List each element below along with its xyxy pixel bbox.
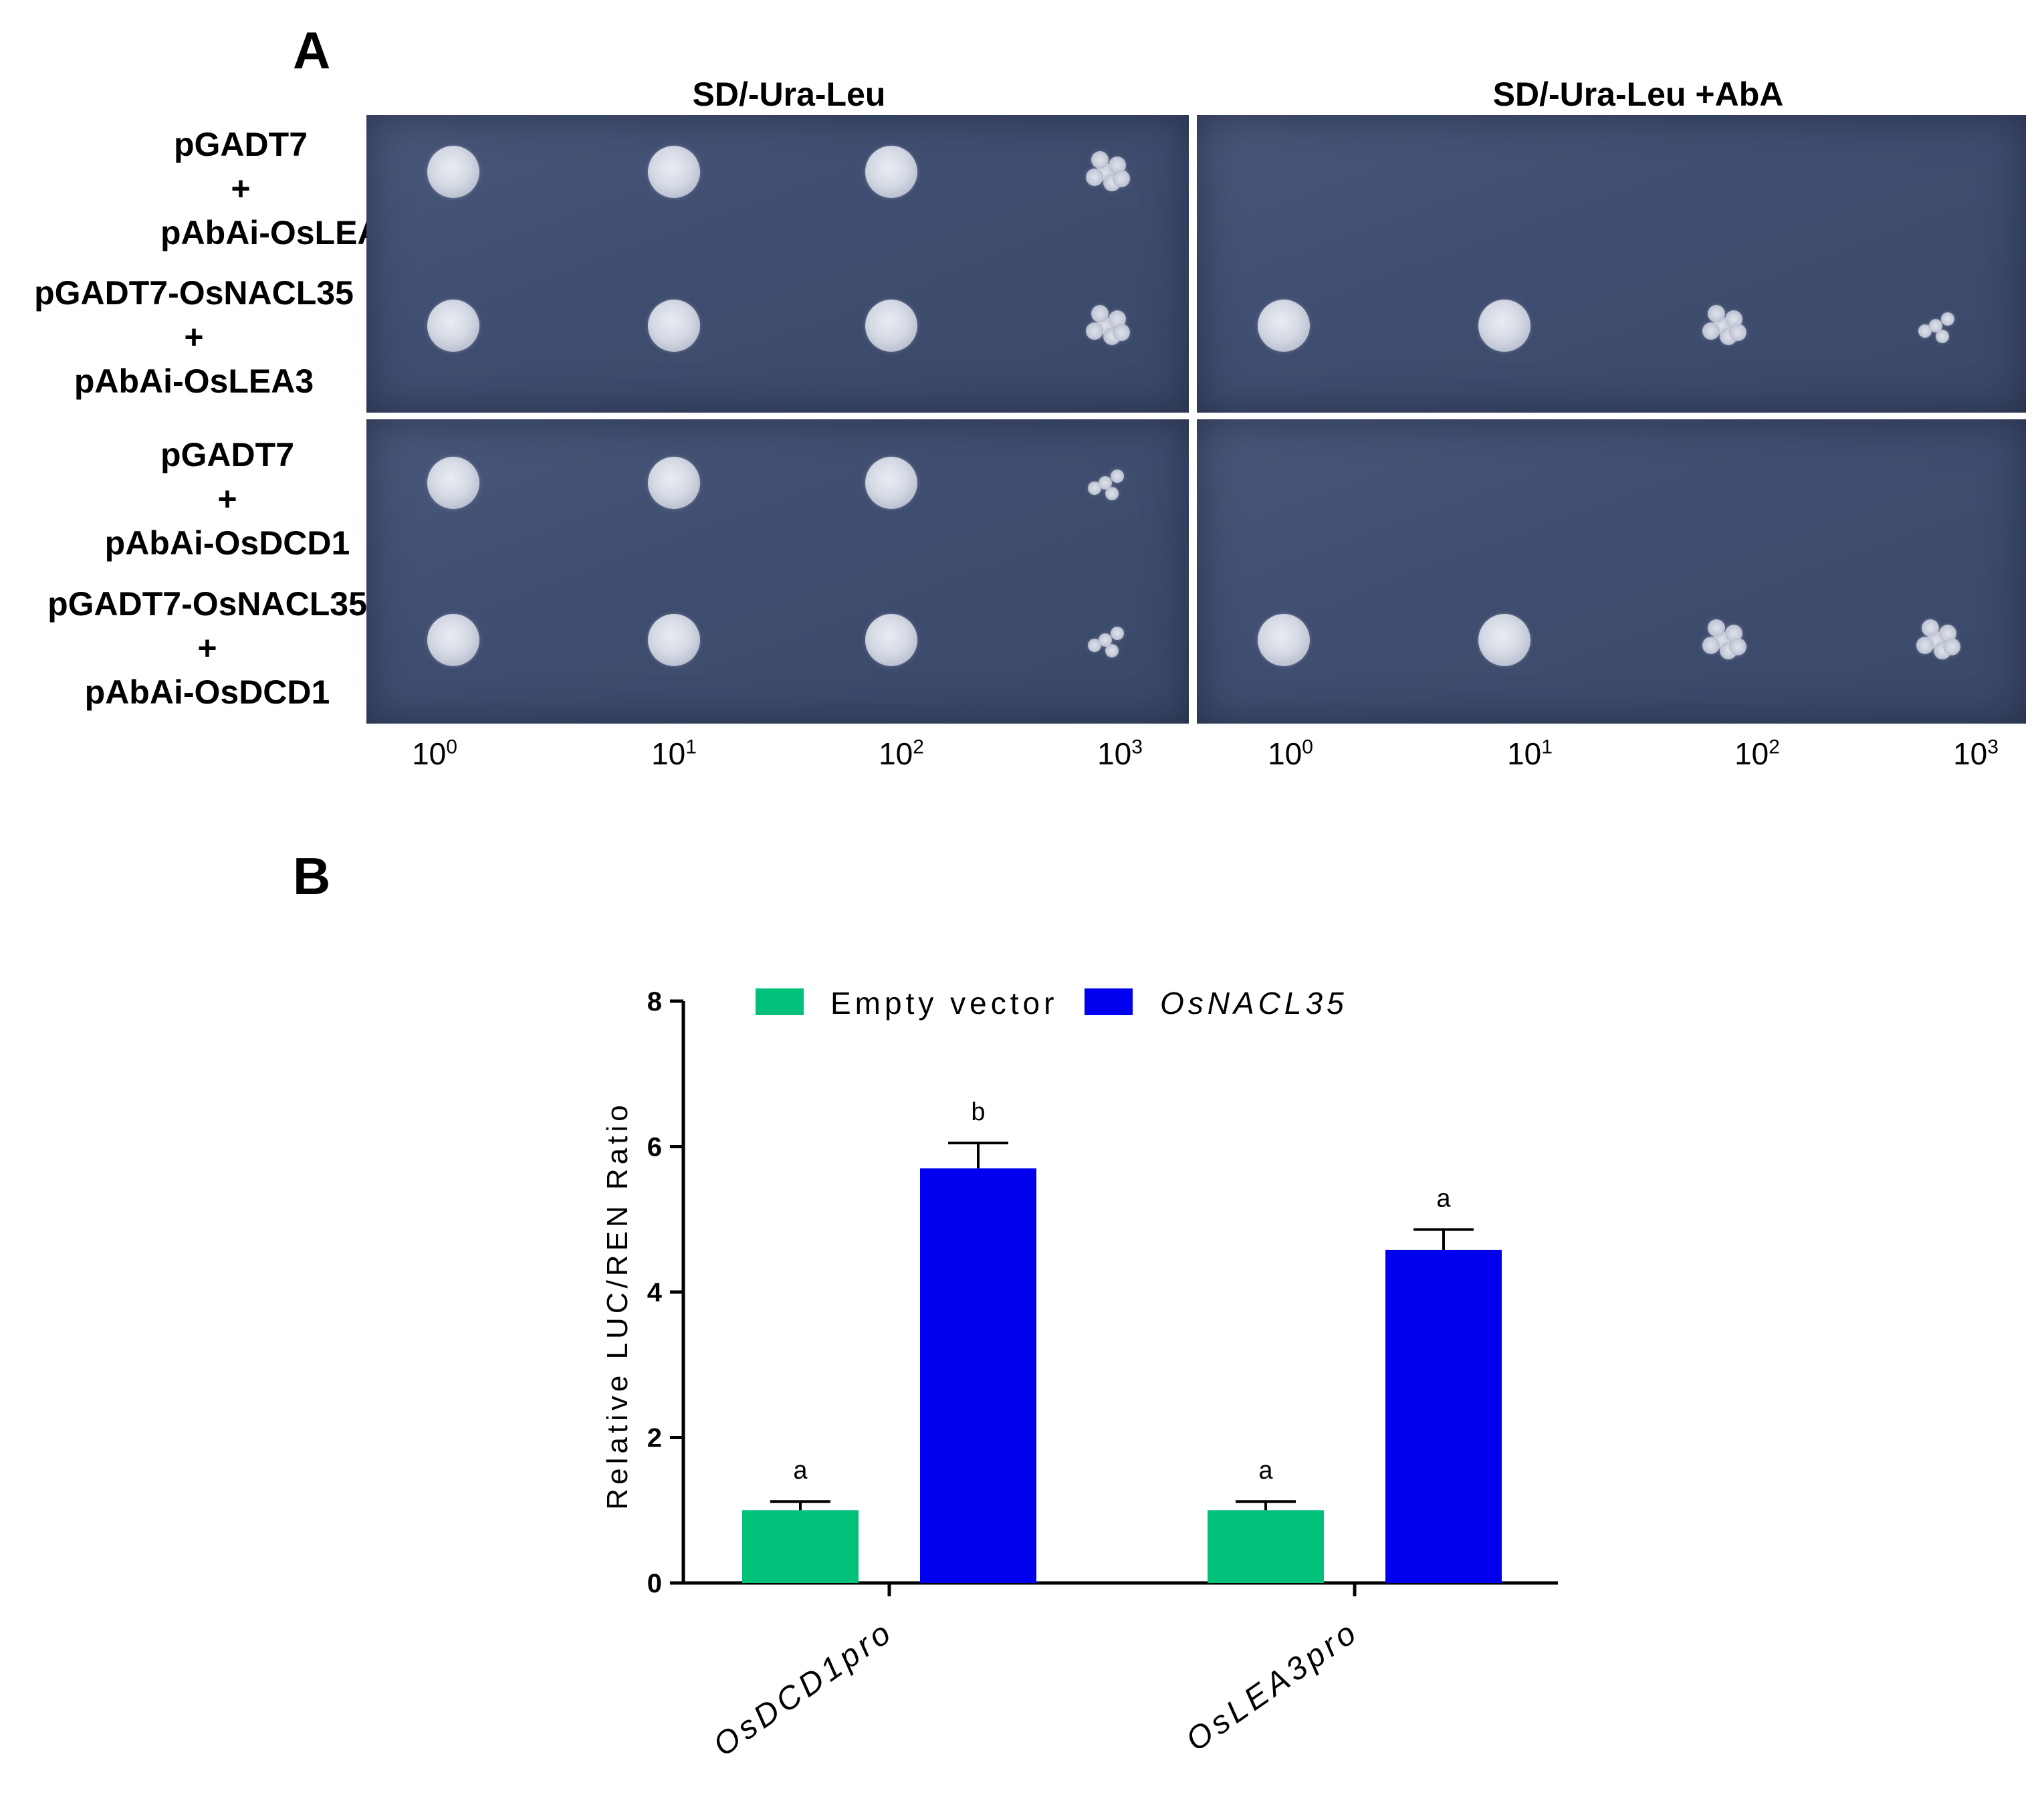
no-aba-top-colony-r1-c4-6 (1113, 170, 1130, 187)
x-category-label-1: OsDCD1pro (707, 1614, 901, 1764)
no-aba-top-colony-r1-c3 (865, 146, 917, 198)
aba-top-colony-r2-c4-2 (1941, 312, 1954, 326)
aba-bottom-colony-r2-c1 (1258, 614, 1310, 666)
aba-bottom-colony-r2-c4-6 (1943, 638, 1960, 655)
no-aba-top-colony-r2-c3 (865, 300, 917, 352)
no-aba-top-colony-r2-c4-3 (1086, 322, 1103, 340)
bar-2-2 (1385, 1249, 1502, 1583)
dilution-label-right-1: 100 (1268, 736, 1313, 771)
row-label-1-line1: pGADT7 (174, 126, 308, 163)
row-label-4: pGADT7-OsNACL35 + pAbAi-OsDCD1 (20, 582, 394, 714)
dilution-label-right-2: 101 (1507, 736, 1553, 771)
bar-1-2 (1208, 1510, 1324, 1583)
plate-no-aba-oslea3 (366, 115, 1189, 413)
no-aba-top-colony-r1-c4-3 (1086, 169, 1103, 186)
dilution-label-left-2: 101 (651, 736, 697, 771)
no-aba-bottom-colony-r1-c4-3 (1088, 482, 1101, 495)
y-tick-label-2: 2 (647, 1424, 662, 1453)
aba-bottom-colony-r2-c2 (1478, 614, 1530, 666)
plate-no-aba-osdcd1 (366, 419, 1189, 724)
row-label-2-line2: + (184, 318, 204, 356)
aba-bottom-colony-r2-c3-3 (1702, 637, 1720, 654)
no-aba-top-colony-r2-c4-5 (1091, 305, 1109, 322)
row-label-2: pGADT7-OsNACL35 + pAbAi-OsLEA3 (7, 271, 381, 403)
dilution-label-left-4: 103 (1097, 736, 1143, 771)
legend-swatch-2 (1085, 988, 1133, 1015)
no-aba-bottom-colony-r2-c3 (865, 614, 917, 666)
panel-a-letter: A (293, 21, 331, 80)
legend-label-1: Empty vector (830, 986, 1058, 1021)
no-aba-bottom-colony-r1-c1 (427, 457, 479, 509)
bar-1-1 (742, 1510, 859, 1583)
dilution-label-left-1: 100 (412, 736, 457, 771)
panel-b-letter: B (293, 847, 331, 906)
row-label-4-line2: + (197, 629, 217, 667)
legend-swatch-1 (756, 988, 804, 1015)
row-label-3: pGADT7 + pAbAi-OsDCD1 (80, 433, 374, 565)
no-aba-top-colony-r2-c1 (427, 300, 479, 352)
y-axis-label: Relative LUC/REN Ratio (601, 1101, 634, 1509)
no-aba-bottom-colony-r1-c3 (865, 457, 917, 509)
aba-top-colony-r2-c1 (1258, 300, 1310, 352)
no-aba-bottom-colony-r2-c4-2 (1111, 627, 1124, 640)
row-label-1-line2: + (231, 170, 251, 207)
bar-2-1 (920, 1168, 1036, 1583)
row-label-1: pGADT7 + pAbAi-OsLEA3 (94, 122, 401, 255)
no-aba-bottom-colony-r2-c4-4 (1105, 644, 1119, 657)
aba-top-colony-r2-c4-1 (1929, 319, 1942, 332)
no-aba-bottom-colony-r2-c4-3 (1088, 639, 1101, 652)
dilution-label-left-3: 102 (879, 736, 924, 771)
row-label-3-line1: pGADT7 (160, 436, 294, 473)
plate-aba-oslea3 (1197, 115, 2026, 413)
significance-label-2-1: b (971, 1098, 985, 1126)
no-aba-bottom-colony-r1-c4-1 (1099, 476, 1112, 490)
no-aba-bottom-colony-r1-c4-4 (1105, 487, 1119, 500)
aba-top-colony-r2-c3-5 (1708, 305, 1725, 322)
significance-label-2-2: a (1436, 1184, 1451, 1212)
row-label-4-line1: pGADT7-OsNACL35 (47, 585, 367, 623)
y-tick-label-6: 6 (647, 1133, 662, 1162)
dilution-label-right-4: 103 (1953, 736, 1999, 771)
aba-top-colony-r2-c2 (1478, 300, 1530, 352)
row-label-2-line3: pAbAi-OsLEA3 (74, 362, 314, 400)
no-aba-top-colony-r1-c2 (648, 146, 700, 198)
no-aba-top-colony-r2-c4-6 (1113, 324, 1130, 341)
aba-bottom-colony-r2-c4-3 (1916, 637, 1934, 654)
column-header-no-aba: SD/-Ura-Leu (692, 76, 886, 113)
x-category-label-2: OsLEA3pro (1179, 1614, 1365, 1759)
no-aba-bottom-colony-r1-c4-2 (1111, 469, 1124, 483)
row-label-3-line2: + (217, 480, 237, 518)
no-aba-top-colony-r1-c1 (427, 146, 479, 198)
row-label-3-line3: pAbAi-OsDCD1 (104, 524, 350, 562)
no-aba-bottom-colony-r1-c2 (648, 457, 700, 509)
plate-aba-osdcd1 (1197, 419, 2026, 724)
aba-top-colony-r2-c4-3 (1918, 324, 1932, 338)
no-aba-top-colony-r1-c4-5 (1091, 151, 1109, 169)
y-tick-label-4: 4 (647, 1278, 663, 1307)
no-aba-top-colony-r2-c2 (648, 300, 700, 352)
row-label-4-line3: pAbAi-OsDCD1 (84, 673, 330, 711)
significance-label-1-2: a (1258, 1457, 1273, 1485)
aba-bottom-colony-r2-c4-5 (1922, 619, 1939, 637)
column-header-aba: SD/-Ura-Leu +AbA (1492, 76, 1784, 113)
row-label-2-line1: pGADT7-OsNACL35 (34, 274, 354, 312)
aba-top-colony-r2-c3-3 (1702, 322, 1720, 340)
legend-label-2: OsNACL35 (1160, 986, 1348, 1021)
no-aba-bottom-colony-r2-c4-1 (1099, 633, 1112, 647)
aba-bottom-colony-r2-c3-5 (1708, 619, 1725, 637)
row-label-1-line3: pAbAi-OsLEA3 (160, 214, 401, 251)
aba-bottom-colony-r2-c3-6 (1729, 638, 1746, 655)
aba-top-colony-r2-c3-6 (1729, 324, 1746, 341)
significance-label-1-1: a (793, 1457, 808, 1485)
no-aba-bottom-colony-r2-c1 (427, 614, 479, 666)
dilution-label-right-3: 102 (1734, 736, 1780, 771)
y-tick-label-0: 0 (647, 1569, 662, 1598)
no-aba-bottom-colony-r2-c2 (648, 614, 700, 666)
aba-top-colony-r2-c4-4 (1936, 330, 1949, 343)
y-tick-label-8: 8 (647, 987, 662, 1017)
